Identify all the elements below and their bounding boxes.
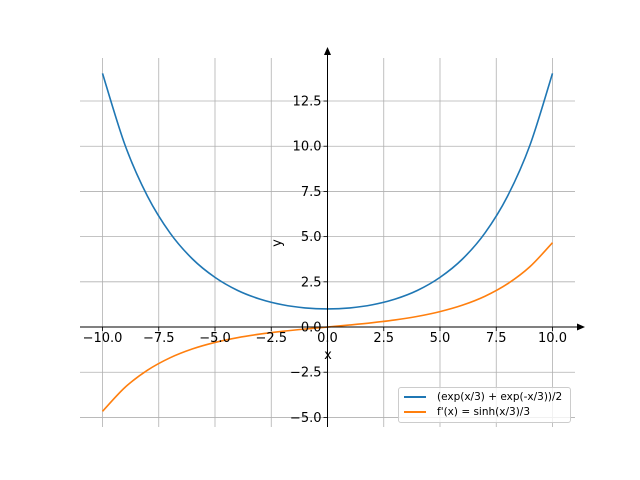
y-tick-label: −2.5 [290, 366, 322, 381]
x-tick-label: −5.0 [199, 331, 231, 346]
x-tick-label: −2.5 [255, 331, 287, 346]
legend-label: f'(x) = sinh(x/3)/3 [437, 406, 531, 418]
x-tick-label: 0.0 [317, 331, 338, 346]
y-tick-label: 12.5 [293, 95, 322, 110]
y-tick-label: 5.0 [301, 230, 322, 245]
y-tick-label: 0.0 [301, 321, 322, 336]
x-tick-label: 2.5 [373, 331, 394, 346]
x-tick-label: 5.0 [430, 331, 451, 346]
x-tick-label: 7.5 [486, 331, 507, 346]
y-tick-label: 10.0 [293, 140, 322, 155]
x-tick-label: −10.0 [83, 331, 123, 346]
y-axis-arrow-icon [324, 47, 331, 55]
legend-swatch [404, 396, 426, 398]
y-tick-label: 7.5 [301, 185, 322, 200]
x-axis-label: x [324, 348, 332, 363]
ticks: −10.0 −7.5 −5.0 −2.5 0.0 2.5 5.0 7.5 10.0 −5.0 −2.… [83, 95, 567, 426]
legend-label: (exp(x/3) + exp(-x/3))/2 [437, 391, 563, 403]
y-axis-label: y [270, 239, 285, 247]
legend-entry-sinh: f'(x) = sinh(x/3)/3 [404, 405, 530, 419]
y-tick-label: −5.0 [290, 411, 322, 426]
axes [80, 47, 585, 427]
y-tick-label: 2.5 [301, 275, 322, 290]
legend: (exp(x/3) + exp(-x/3))/2 f'(x) = sinh(x/… [398, 387, 571, 423]
x-axis-arrow-icon [577, 323, 585, 331]
x-tick-label: 10.0 [538, 331, 567, 346]
legend-swatch [404, 411, 426, 413]
legend-entry-cosh: (exp(x/3) + exp(-x/3))/2 [404, 390, 562, 404]
x-tick-label: −7.5 [143, 331, 175, 346]
